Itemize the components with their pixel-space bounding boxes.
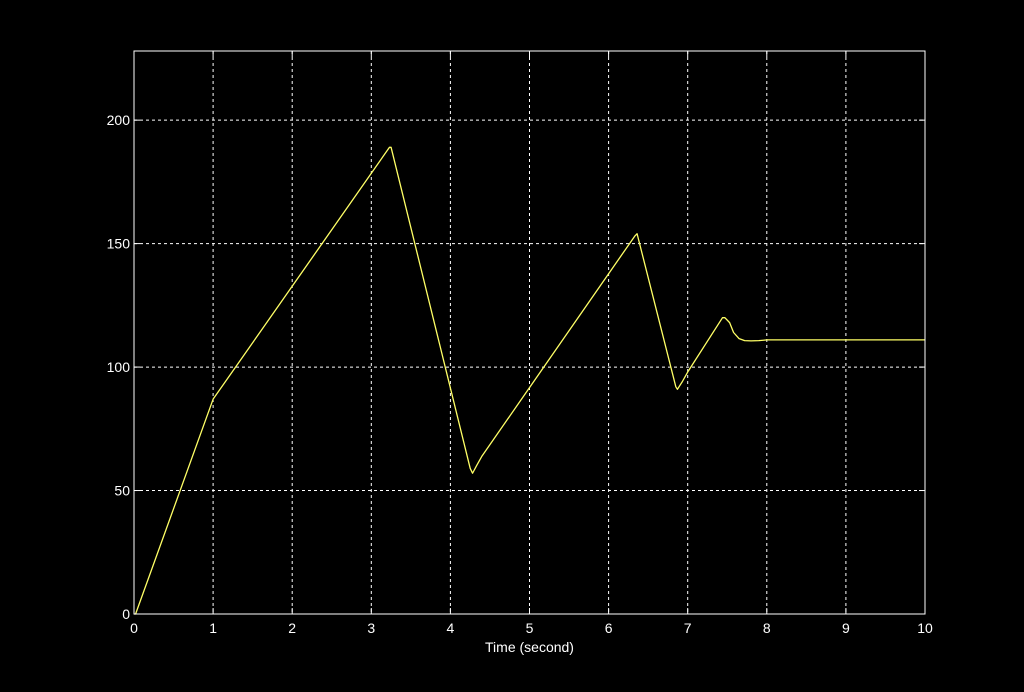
x-tick-label: 8 [763,620,771,636]
y-tick-label: 100 [107,359,131,375]
grid [134,51,925,614]
x-tick-label: 0 [130,620,138,636]
x-tick-label: 5 [526,620,534,636]
x-tick-label: 1 [209,620,217,636]
y-tick-label: 150 [107,236,131,252]
series-line [134,146,925,615]
y-tick-label: 0 [122,606,130,622]
x-tick-label: 6 [605,620,613,636]
x-tick-label: 3 [367,620,375,636]
x-tick-label: 4 [447,620,455,636]
y-tick-label: 200 [107,112,131,128]
y-tick-label: 50 [114,483,130,499]
x-axis-title: Time (second) [485,639,574,655]
series-layer [134,146,925,615]
x-tick-label: 7 [684,620,692,636]
x-tick-label: 10 [917,620,933,636]
x-tick-label: 2 [288,620,296,636]
x-tick-label: 9 [842,620,850,636]
